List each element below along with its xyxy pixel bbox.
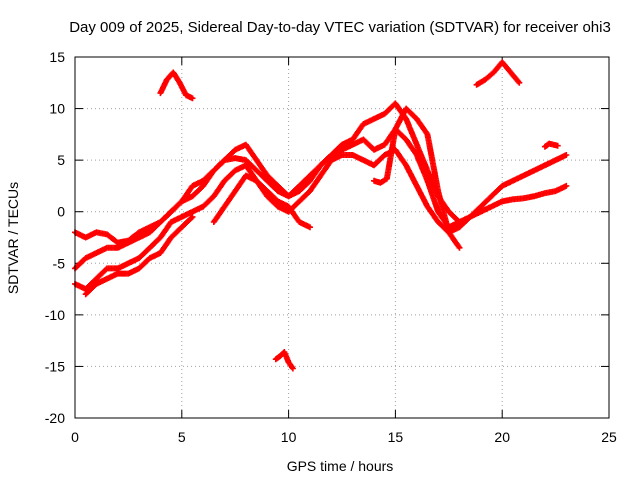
chart-title: Day 009 of 2025, Sidereal Day-to-day VTE…	[69, 19, 611, 36]
y-tick-label: -10	[45, 307, 65, 323]
grid	[75, 57, 609, 418]
y-tick-label: 5	[57, 152, 65, 168]
data-point	[456, 244, 463, 251]
series-arc-f	[371, 105, 463, 251]
series-arc-h	[157, 69, 196, 102]
data-point	[188, 214, 195, 221]
y-tick-label: -20	[45, 410, 65, 426]
series-arc-i	[473, 59, 523, 88]
x-tick-label: 0	[71, 429, 79, 445]
data-point	[289, 365, 296, 372]
x-tick-label: 10	[281, 429, 297, 445]
data-point	[189, 95, 196, 102]
data-point	[563, 182, 570, 189]
data-point	[563, 152, 570, 158]
plot-frame	[74, 56, 610, 419]
data-point	[516, 79, 523, 86]
x-tick-label: 5	[178, 429, 186, 445]
y-axis-label: SDTVAR / TECUs	[5, 182, 21, 294]
series-arc-g	[541, 140, 561, 150]
data-point	[554, 142, 561, 149]
y-tick-label: -5	[53, 255, 66, 271]
series-arc-j	[272, 349, 296, 372]
y-tick-label: 0	[57, 204, 65, 220]
series-arc-e	[210, 172, 313, 231]
y-tick-label: 15	[49, 49, 65, 65]
data-point	[189, 213, 196, 220]
x-axis-label: GPS time / hours	[287, 458, 394, 474]
series-arc-d	[82, 213, 196, 298]
x-tick-label: 25	[601, 429, 617, 445]
x-tick-label: 20	[494, 429, 510, 445]
y-tick-label: 10	[49, 101, 65, 117]
x-tick-label: 15	[388, 429, 404, 445]
data-point	[307, 224, 313, 231]
axis-ticks: 0 5 10 15 20 25 -20 -15 -10 -5 0 5 10 15	[45, 49, 617, 445]
y-tick-label: -15	[45, 358, 65, 374]
data-points	[72, 59, 570, 372]
